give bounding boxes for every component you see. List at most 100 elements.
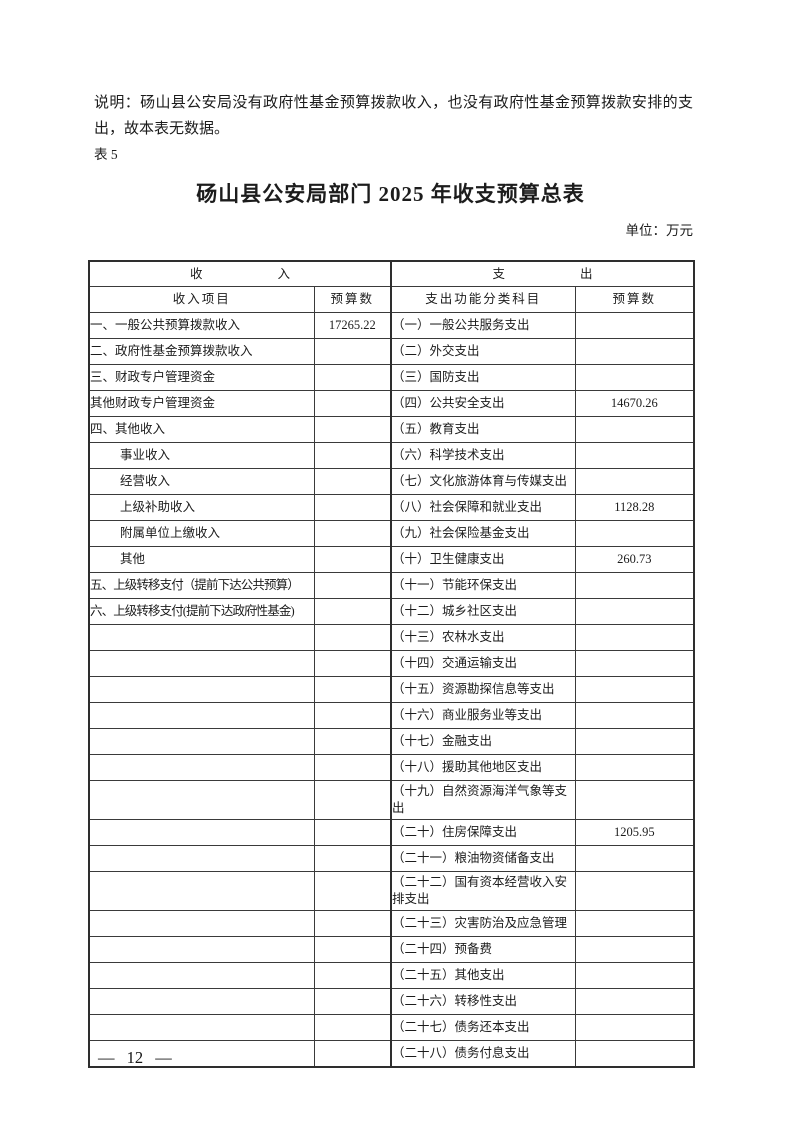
table-row: 其他 （十）卫生健康支出 260.73 [88,546,695,573]
expense-value-cell [574,442,695,469]
note-paragraph: 说明：砀山县公安局没有政府性基金预算拨款收入，也没有政府性基金预算拨款安排的支出… [94,95,693,137]
expense-value-cell [574,871,695,911]
expense-item-cell: （二十五）其他支出 [390,962,576,989]
expense-item-cell: （十五）资源勘探信息等支出 [390,676,576,703]
expense-value-cell [574,754,695,781]
income-item-cell: 五、上级转移支付（提前下达公共预算） [88,572,315,599]
table-row: （二十四）预备费 [88,936,695,963]
table-row: 经营收入 （七）文化旅游体育与传媒支出 [88,468,695,495]
income-item-cell: 其他 [88,546,315,573]
expense-item-cell: （二十二）国有资本经营收入安排支出 [390,871,576,911]
income-value-cell [313,546,392,573]
income-item-cell [88,1014,315,1041]
table-row: （十五）资源勘探信息等支出 [88,676,695,703]
income-item-cell [88,819,315,846]
table-row: （二十六）转移性支出 [88,988,695,1015]
expense-item-cell: （十九）自然资源海洋气象等支出 [390,780,576,820]
expense-value-cell [574,338,695,365]
page-number: — 12 — [98,1048,172,1067]
expense-value-cell [574,624,695,651]
income-item-cell [88,871,315,911]
expense-item-cell: （十四）交通运输支出 [390,650,576,677]
table-row: 六、上级转移支付(提前下达政府性基金) （十二）城乡社区支出 [88,598,695,625]
table-row: 事业收入 （六）科学技术支出 [88,442,695,469]
income-section-header: 收 入 [88,260,392,287]
expense-item-cell: （十三）农林水支出 [390,624,576,651]
income-item-cell [88,780,315,820]
income-value-cell [313,1014,392,1041]
income-value-cell [313,936,392,963]
income-value-cell [313,988,392,1015]
expense-item-cell: （二）外交支出 [390,338,576,365]
income-value-cell [313,1040,392,1068]
income-item-cell [88,728,315,755]
expense-item-cell: （十二）城乡社区支出 [390,598,576,625]
expense-item-cell: （二十三）灾害防治及应急管理 [390,910,576,937]
expense-item-cell: （十七）金融支出 [390,728,576,755]
table-row: （十八）援助其他地区支出 [88,754,695,781]
income-value-cell [313,754,392,781]
income-item-cell: 一、一般公共预算拨款收入 [88,312,315,339]
table-row: 上级补助收入 （八）社会保障和就业支出 1128.28 [88,494,695,521]
expense-value-cell [574,702,695,729]
table-row: 一、一般公共预算拨款收入 17265.22 （一）一般公共服务支出 [88,312,695,339]
income-value-cell [313,962,392,989]
expense-item-cell: （五）教育支出 [390,416,576,443]
income-item-cell [88,754,315,781]
expense-value-cell [574,598,695,625]
expense-value-cell [574,780,695,820]
income-item-cell [88,676,315,703]
income-value-cell [313,364,392,391]
income-item-cell [88,910,315,937]
table-row: （二十八）债务付息支出 [88,1040,695,1068]
column-header-expense-budget: 预算数 [574,286,695,313]
expense-item-cell: （二十六）转移性支出 [390,988,576,1015]
expense-value-cell [574,988,695,1015]
expense-value-cell [574,572,695,599]
income-item-cell [88,988,315,1015]
table-row: （二十五）其他支出 [88,962,695,989]
income-item-cell: 事业收入 [88,442,315,469]
expense-item-cell: （十）卫生健康支出 [390,546,576,573]
income-item-cell [88,936,315,963]
expense-value-cell [574,845,695,872]
table-row: （二十）住房保障支出 1205.95 [88,819,695,846]
expense-item-cell: （二十）住房保障支出 [390,819,576,846]
income-value-cell [313,494,392,521]
income-item-cell: 上级补助收入 [88,494,315,521]
column-header-income-item: 收入项目 [88,286,315,313]
expense-item-cell: （十一）节能环保支出 [390,572,576,599]
table-number-label: 表 5 [94,147,118,162]
income-item-cell [88,845,315,872]
expense-item-cell: （二十四）预备费 [390,936,576,963]
expense-value-cell [574,1014,695,1041]
income-value-cell [313,871,392,911]
income-value-cell [313,624,392,651]
expense-value-cell: 14670.26 [574,390,695,417]
income-item-cell: 经营收入 [88,468,315,495]
table-row: 二、政府性基金预算拨款收入 （二）外交支出 [88,338,695,365]
income-value-cell [313,416,392,443]
expense-item-cell: （九）社会保险基金支出 [390,520,576,547]
expense-item-cell: （四）公共安全支出 [390,390,576,417]
income-value-cell [313,520,392,547]
expense-value-cell [574,312,695,339]
expense-value-cell [574,364,695,391]
table-row: 其他财政专户管理资金 （四）公共安全支出 14670.26 [88,390,695,417]
expense-item-cell: （十六）商业服务业等支出 [390,702,576,729]
income-value-cell [313,845,392,872]
income-value-cell [313,702,392,729]
income-value-cell [313,598,392,625]
expense-item-cell: （十八）援助其他地区支出 [390,754,576,781]
table-row: 附属单位上缴收入 （九）社会保险基金支出 [88,520,695,547]
expense-item-cell: （二十一）粮油物资储备支出 [390,845,576,872]
table-row: （二十三）灾害防治及应急管理 [88,910,695,937]
income-value-cell [313,572,392,599]
expense-value-cell [574,910,695,937]
income-item-cell: 六、上级转移支付(提前下达政府性基金) [88,598,315,625]
table-row: （十四）交通运输支出 [88,650,695,677]
income-value-cell [313,676,392,703]
table-row: 四、其他收入 （五）教育支出 [88,416,695,443]
income-item-cell: 三、财政专户管理资金 [88,364,315,391]
expense-value-cell [574,728,695,755]
